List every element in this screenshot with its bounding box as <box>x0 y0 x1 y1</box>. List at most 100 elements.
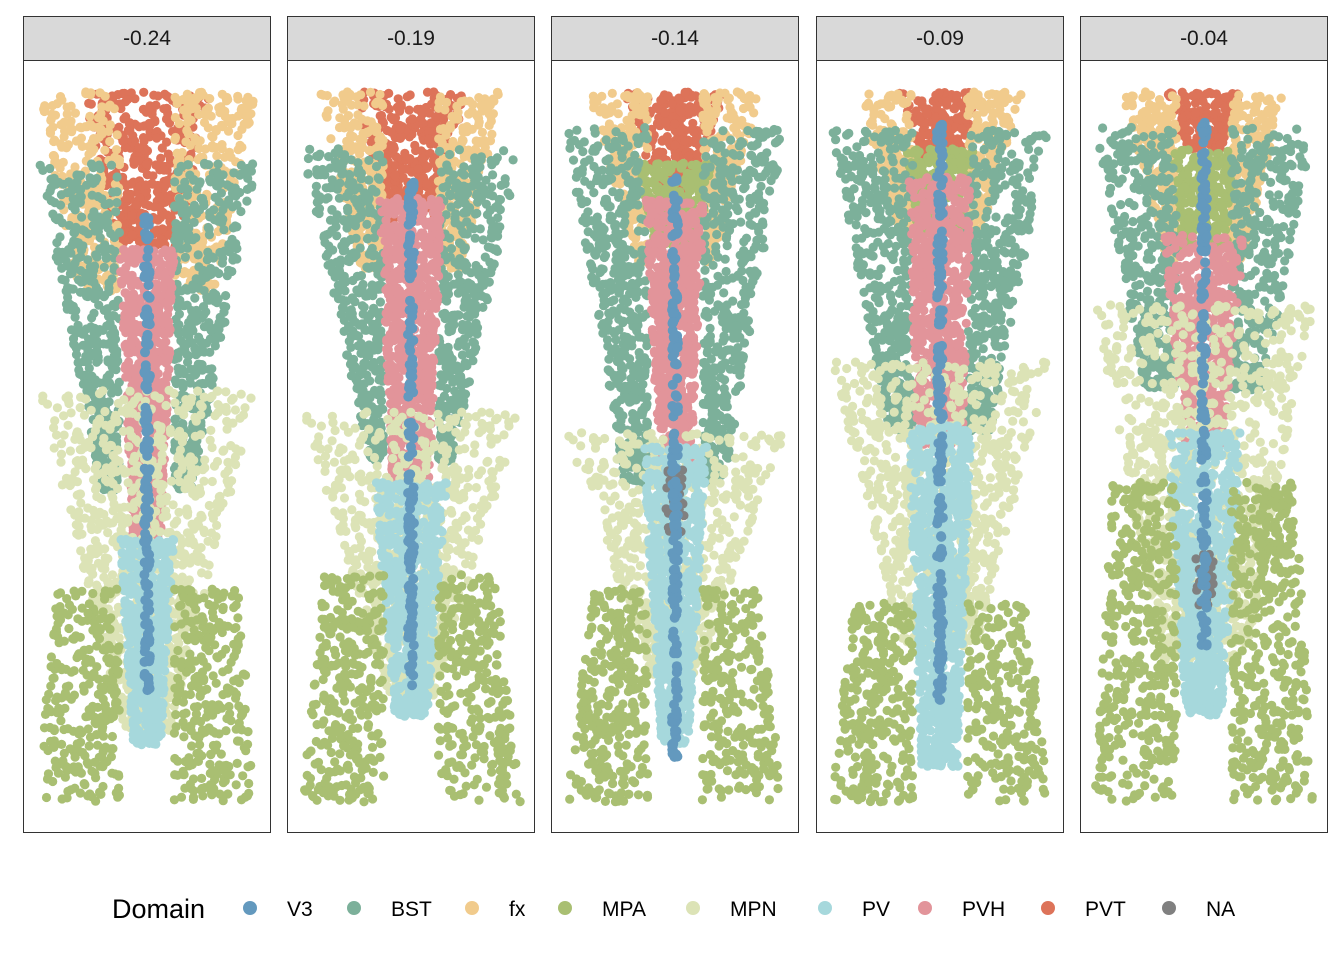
point-mpn <box>200 455 209 464</box>
point-mpa <box>194 749 203 758</box>
point-mpa <box>185 757 194 766</box>
point-fx <box>106 120 115 129</box>
point-bst <box>229 252 238 261</box>
point-bst <box>67 325 76 334</box>
point-mpn <box>88 570 97 579</box>
point-mpn <box>200 393 209 402</box>
point-mpa <box>204 633 213 642</box>
point-v3 <box>139 262 149 272</box>
point-bst <box>69 340 78 349</box>
point-fx <box>179 106 188 115</box>
point-pvt <box>142 160 151 169</box>
point-fx <box>234 145 243 154</box>
point-mpn <box>159 513 168 522</box>
point-mpa <box>208 585 217 594</box>
point-bst <box>86 322 95 331</box>
point-pv <box>131 628 140 637</box>
point-pvh <box>131 320 140 329</box>
point-fx <box>182 126 191 135</box>
point-bst <box>177 162 186 171</box>
point-pv <box>161 648 170 657</box>
point-fx <box>95 88 104 97</box>
point-mpa <box>105 625 114 634</box>
point-mpa <box>196 785 205 794</box>
point-mpa <box>177 619 186 628</box>
point-fx <box>95 133 104 142</box>
point-pvt <box>152 134 161 143</box>
point-bst <box>184 332 193 341</box>
point-bst <box>87 313 96 322</box>
point-mpn <box>176 454 185 463</box>
point-mpa <box>60 637 69 646</box>
point-mpa <box>74 649 83 658</box>
point-fx <box>48 101 57 110</box>
point-mpn <box>231 405 240 414</box>
point-bst <box>92 289 101 298</box>
point-mpn <box>92 510 101 519</box>
point-bst <box>175 369 184 378</box>
point-bst <box>214 160 223 169</box>
point-fx <box>77 123 86 132</box>
point-fx <box>217 140 226 149</box>
facet-panels: -0.24 -0.19 -0.14 -0.09 -0.04 <box>24 17 1328 833</box>
point-bst <box>181 216 190 225</box>
point-mpn <box>99 434 108 443</box>
point-mpn <box>150 391 159 400</box>
point-mpn <box>188 489 197 498</box>
point-mpa <box>235 737 244 746</box>
point-mpn <box>223 488 232 497</box>
point-mpa <box>193 702 202 711</box>
point-bst <box>205 208 214 217</box>
point-mpa <box>217 704 226 713</box>
point-fx <box>105 137 114 146</box>
point-pvt <box>123 95 132 104</box>
point-fx <box>187 116 196 125</box>
point-pvt <box>122 194 131 203</box>
point-mpn <box>58 480 67 489</box>
point-mpn <box>180 404 189 413</box>
point-mpa <box>112 666 121 675</box>
point-mpn <box>76 403 85 412</box>
point-mpn <box>92 581 101 590</box>
point-mpn <box>76 489 85 498</box>
point-mpa <box>77 617 86 626</box>
point-mpn <box>208 477 217 486</box>
point-mpa <box>175 602 184 611</box>
point-mpa <box>96 790 105 799</box>
point-mpa <box>229 640 238 649</box>
point-mpa <box>74 729 83 738</box>
point-bst <box>175 310 184 319</box>
point-bst <box>215 197 224 206</box>
point-mpn <box>112 415 121 424</box>
point-mpn <box>200 559 209 568</box>
point-mpn <box>206 426 215 435</box>
point-mpa <box>80 779 89 788</box>
point-mpn <box>209 514 218 523</box>
point-mpa <box>53 590 62 599</box>
point-bst <box>113 387 122 396</box>
point-v3 <box>141 212 151 222</box>
point-pvt <box>158 224 167 233</box>
point-mpn <box>75 522 84 531</box>
point-bst <box>38 166 47 175</box>
point-mpa <box>85 741 94 750</box>
point-bst <box>228 202 237 211</box>
point-mpn <box>213 499 222 508</box>
point-bst <box>231 221 240 230</box>
point-bst <box>89 207 98 216</box>
point-bst <box>204 223 213 232</box>
point-pvt <box>162 176 171 185</box>
point-bst <box>208 252 217 261</box>
point-pvt <box>408 114 417 123</box>
point-fx <box>63 103 72 112</box>
point-mpa <box>59 725 68 734</box>
point-mpa <box>218 628 227 637</box>
point-bst <box>97 194 106 203</box>
point-mpn <box>200 528 209 537</box>
point-mpa <box>83 791 92 800</box>
point-pv <box>127 544 136 553</box>
point-fx <box>49 151 58 160</box>
point-bst <box>194 250 203 259</box>
point-pvh <box>129 275 138 284</box>
point-mpn <box>66 505 75 514</box>
